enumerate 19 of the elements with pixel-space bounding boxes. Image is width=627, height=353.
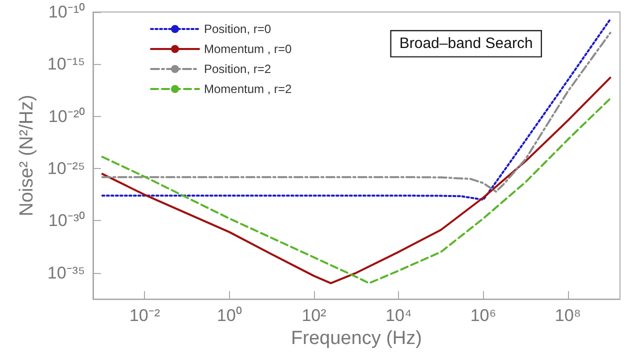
legend-label: Momentum , r=2 [204, 82, 292, 96]
x-tick-label: 10⁻² [129, 306, 160, 326]
legend-label: Position, r=2 [204, 62, 272, 76]
legend-label: Position, r=0 [204, 22, 272, 36]
x-tick-label: 10² [302, 306, 327, 326]
x-tick-label: 10⁴ [386, 306, 412, 326]
y-tick-label: 10⁻¹⁰ [48, 2, 85, 22]
x-tick-label: 10⁶ [470, 306, 496, 326]
x-tick-label: 10⁸ [554, 306, 581, 326]
y-tick-label: 10⁻³⁰ [48, 211, 85, 230]
x-axis-title: Frequency (Hz) [291, 328, 422, 349]
y-tick-label: 10⁻¹⁵ [47, 54, 85, 74]
y-tick-label: 10⁻²⁰ [48, 106, 85, 126]
x-tick-label: 10⁰ [216, 306, 242, 326]
y-tick-label: 10⁻³⁵ [47, 263, 85, 282]
legend-label: Momentum , r=0 [204, 42, 292, 56]
y-axis-title: Noise² (N²/Hz) [16, 94, 38, 216]
y-tick-label: 10⁻²⁵ [47, 158, 85, 178]
annotation: Broad–band Search [399, 35, 533, 52]
